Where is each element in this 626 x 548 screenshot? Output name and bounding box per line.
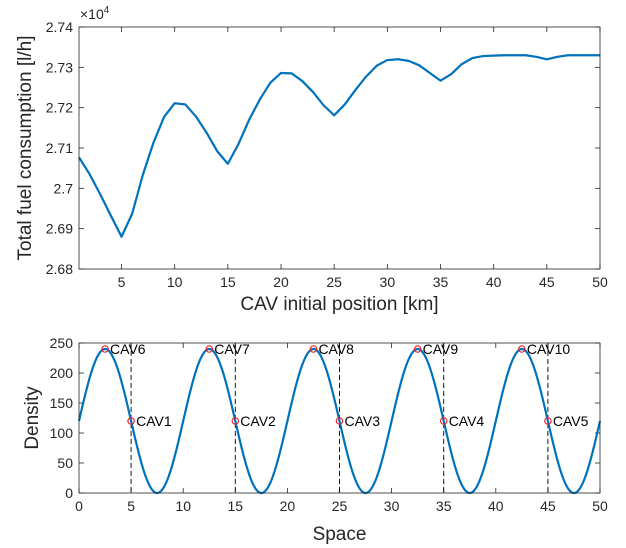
y-tick-label-2: 250: [50, 335, 74, 351]
x-tick-label-1: 5: [118, 274, 126, 290]
x-tick-label-2: 20: [280, 498, 296, 514]
exponent-label: ×104: [80, 5, 110, 22]
cav-label: CAV1: [136, 413, 172, 429]
cav-marker: [335, 417, 344, 425]
cav-marker: [231, 417, 240, 425]
cav-marker: [101, 345, 109, 353]
y-tick-label-2: 50: [57, 455, 73, 471]
x-tick-label-1: 40: [486, 274, 502, 290]
x-tick-label-2: 30: [384, 498, 400, 514]
y-tick-label-2: 100: [50, 425, 74, 441]
density-chart: 0 5 10 15 20 25 30 35 40 45 50 0 50 100 150 200 250 CAV1…: [22, 335, 608, 545]
y-tick-label-2: 150: [50, 395, 74, 411]
y-tick-label-1: 2.71: [46, 140, 73, 156]
chart2-ticks: 0 5 10 15 20 25 30 35 40 45 50 0 50 100 150 200 250: [50, 335, 608, 514]
y-tick-label-1: 2.74: [46, 19, 73, 35]
y-tick-label-1: 2.7: [54, 180, 74, 196]
x-tick-label-2: 0: [75, 498, 83, 514]
cav-marker: [309, 345, 318, 353]
x-tick-label-2: 5: [127, 498, 135, 514]
x-tick-label-2: 40: [488, 498, 504, 514]
chart1-ticks: 5 10 15 20 25 30 35 40 45 50 2.68 2.69 2.7 2.71 2.72 2.…: [46, 19, 608, 290]
x-tick-label-2: 35: [436, 498, 452, 514]
x-tick-label-2: 50: [592, 498, 608, 514]
plot-area-1: [79, 27, 600, 269]
cav-marker: [518, 345, 526, 353]
y-tick-label-2: 0: [65, 485, 73, 501]
density-curve: [77, 347, 602, 495]
x-tick-label-1: 15: [220, 274, 236, 290]
x-tick-label-1: 10: [167, 274, 183, 290]
fuel-consumption-chart: 5 10 15 20 25 30 35 40 45 50 2.68 2.69 2.7 2.71 2.72 2.…: [15, 5, 608, 315]
x-tick-label-1: 45: [539, 274, 555, 290]
cav-label: CAV4: [449, 413, 485, 429]
y-axis-label-2: Density: [22, 386, 43, 450]
x-tick-label-2: 10: [175, 498, 191, 514]
x-tick-label-1: 20: [273, 274, 289, 290]
y-tick-label-2: 200: [50, 365, 74, 381]
cav-label: CAV6: [110, 341, 146, 357]
y-axis-label-1: Total fuel consumption [l/h]: [15, 36, 36, 261]
x-tick-label-2: 15: [228, 498, 244, 514]
y-tick-label-1: 2.68: [46, 261, 73, 277]
cav-label: CAV3: [345, 413, 381, 429]
cav-marker: [544, 417, 552, 425]
x-axis-label-1: CAV initial position [km]: [240, 294, 438, 315]
y-tick-label-1: 2.69: [46, 221, 73, 237]
cav-label: CAV10: [527, 341, 571, 357]
y-tick-label-1: 2.73: [46, 59, 73, 75]
fuel-consumption-line: [78, 54, 600, 238]
x-tick-label-1: 25: [326, 274, 342, 290]
cav-label: CAV5: [553, 413, 589, 429]
cav-markers: CAV1 CAV2 CAV3 CAV4 CAV5 CAV6 CAV7 CAV8 CAV9 CAV1…: [101, 341, 589, 429]
cav-marker: [439, 417, 448, 425]
cav-label: CAV2: [240, 413, 276, 429]
x-tick-label-1: 50: [592, 274, 608, 290]
cav-label: CAV7: [214, 341, 250, 357]
cav-marker: [413, 345, 422, 353]
x-tick-label-1: 35: [433, 274, 449, 290]
plot-frame-1: [78, 26, 601, 270]
cav-label: CAV9: [423, 341, 459, 357]
cav-marker: [205, 345, 214, 353]
x-tick-label-1: 30: [380, 274, 396, 290]
y-tick-label-1: 2.72: [46, 100, 73, 116]
plot-frame-2: [78, 342, 601, 494]
x-tick-label-2: 45: [540, 498, 556, 514]
x-tick-label-2: 25: [332, 498, 348, 514]
cav-label: CAV8: [318, 341, 354, 357]
cav-marker: [127, 417, 135, 425]
x-axis-label-2: Space: [313, 524, 367, 545]
